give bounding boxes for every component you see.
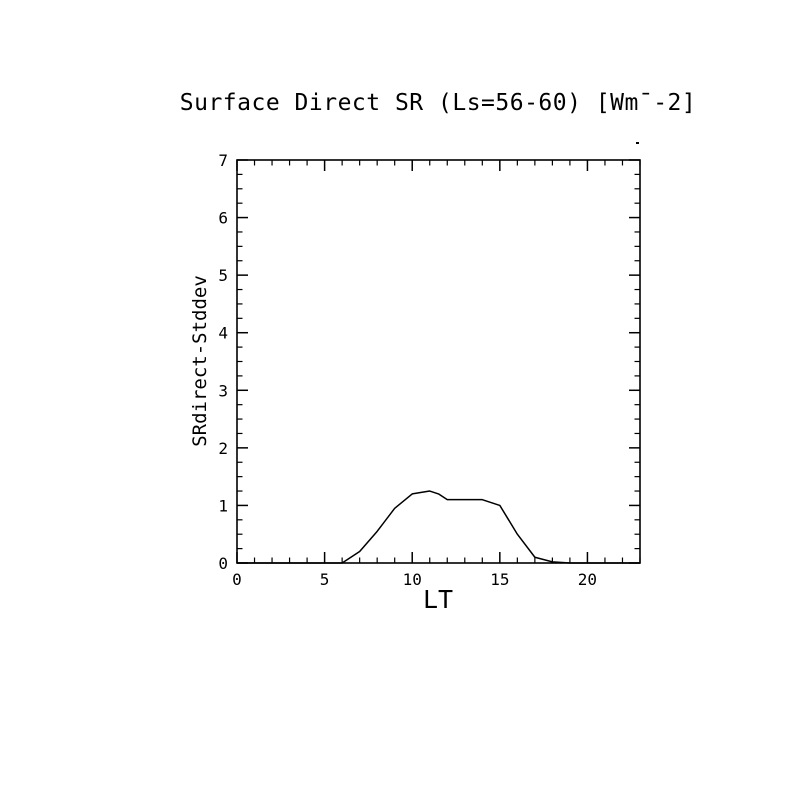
y-tick-label: 7	[218, 151, 228, 170]
y-tick-label: 5	[218, 266, 228, 285]
y-tick-label: 4	[218, 324, 228, 343]
y-tick-label: 3	[218, 381, 228, 400]
x-tick-label: 10	[403, 570, 422, 589]
chart-title: Surface Direct SR (Ls=56-60) [Wm¯-2]	[179, 90, 697, 116]
y-tick-label: 2	[218, 439, 228, 458]
stray-dot	[636, 142, 639, 144]
x-axis-label: LT	[422, 585, 454, 614]
x-tick-label: 5	[320, 570, 330, 589]
x-tick-label: 15	[490, 570, 509, 589]
y-tick-label: 1	[218, 496, 228, 515]
plot-frame	[236, 159, 641, 564]
data-line	[237, 490, 640, 564]
y-tick-label: 0	[218, 554, 228, 573]
x-tick-label: 0	[232, 570, 242, 589]
x-tick-label: 20	[578, 570, 597, 589]
y-tick-label: 6	[218, 209, 228, 228]
